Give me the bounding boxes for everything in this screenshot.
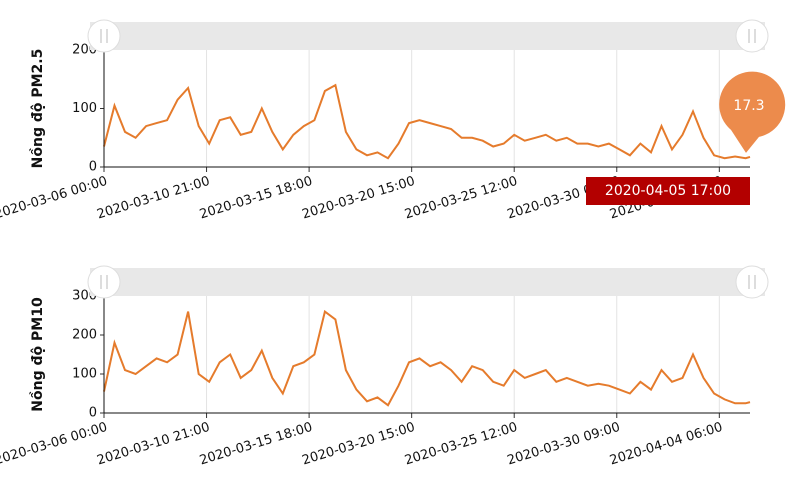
x-tick-label: 2020-03-25 12:00: [403, 420, 519, 469]
slider-track: [90, 268, 765, 296]
slider-handle[interactable]: [87, 265, 121, 299]
y-axis-label: Nồng độ PM2.5: [29, 49, 46, 169]
tooltip-value: 17.3: [733, 98, 764, 114]
x-tick-label: 2020-03-25 12:00: [403, 174, 519, 223]
zoom-slider[interactable]: [87, 19, 769, 53]
y-axis-label: Nồng độ PM10: [29, 297, 46, 412]
y-tick-label: 100: [72, 101, 97, 116]
handle-grip: [748, 275, 756, 289]
data-line: [103, 309, 751, 407]
y-tick-label: 0: [89, 160, 97, 175]
slider-handle[interactable]: [735, 265, 769, 299]
handle-grip: [748, 29, 756, 43]
x-tick-label: 2020-03-20 15:00: [300, 420, 416, 469]
y-tick-label: 0: [89, 406, 97, 421]
x-tick-label: 2020-03-10 21:00: [95, 174, 211, 223]
tooltip-date: 2020-04-05 17:00: [605, 183, 731, 199]
handle-grip: [100, 275, 108, 289]
slider-handle[interactable]: [735, 19, 769, 53]
x-tick-label: 2020-03-30 09:00: [506, 420, 622, 469]
handle-grip: [100, 29, 108, 43]
x-tick-label: 2020-03-06 00:00: [0, 174, 109, 223]
x-tick-label: 2020-03-20 15:00: [300, 174, 416, 223]
zoom-slider[interactable]: [87, 265, 769, 299]
tooltip-bubble: [719, 71, 786, 153]
x-tick-label: 2020-03-15 18:00: [198, 174, 314, 223]
slider-track: [90, 22, 765, 50]
x-tick-label: 2020-03-10 21:00: [95, 420, 211, 469]
y-tick-label: 200: [72, 328, 97, 343]
data-line: [103, 83, 751, 160]
x-tick-label: 2020-04-04 06:00: [608, 420, 724, 469]
x-tick-label: 2020-03-15 18:00: [198, 420, 314, 469]
x-tick-label: 2020-03-06 00:00: [0, 420, 109, 469]
slider-handle[interactable]: [87, 19, 121, 53]
y-tick-label: 100: [72, 367, 97, 382]
tooltip-box: [586, 177, 750, 205]
